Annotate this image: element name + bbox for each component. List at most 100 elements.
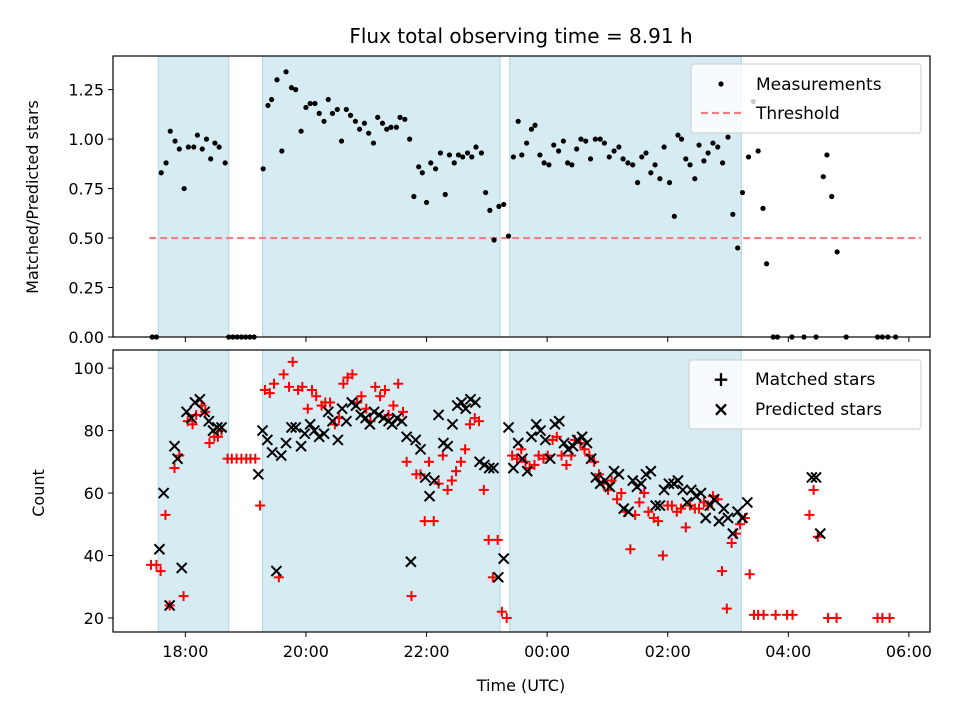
measurement-point xyxy=(551,142,557,148)
predicted-stars-point xyxy=(275,449,287,462)
measurement-point xyxy=(437,150,444,156)
matched-stars-point xyxy=(306,384,317,395)
measurement-point xyxy=(329,110,336,116)
matched-stars-point xyxy=(884,612,895,623)
matched-stars-point xyxy=(634,497,645,508)
measurement-point xyxy=(388,124,394,130)
y-tick-label: 0.00 xyxy=(68,328,104,347)
matched-stars-point xyxy=(255,500,266,511)
matched-stars-point xyxy=(311,391,322,402)
measurement-point xyxy=(719,160,726,166)
predicted-stars-point xyxy=(512,437,524,449)
legend-marker-predicted: × xyxy=(713,397,730,421)
measurement-point xyxy=(643,150,649,156)
matched-stars-point xyxy=(287,356,298,367)
measurement-point xyxy=(587,156,594,162)
x-tick-label: 04:00 xyxy=(765,642,811,661)
measurement-point xyxy=(692,176,698,182)
measurement-point xyxy=(501,201,507,208)
predicted-stars-point xyxy=(590,471,602,484)
predicted-stars-point xyxy=(713,515,725,527)
predicted-stars-point xyxy=(521,465,533,477)
predicted-stars-point xyxy=(318,427,330,440)
measurement-point xyxy=(473,144,479,150)
predicted-stars-point xyxy=(741,496,754,509)
matched-stars-point xyxy=(703,500,714,511)
measurement-point xyxy=(357,126,363,132)
measurement-point xyxy=(397,114,403,120)
predicted-stars-point xyxy=(322,406,334,418)
y-tick-label: 1.25 xyxy=(68,81,104,100)
predicted-stars-point xyxy=(613,468,625,480)
measurement-point xyxy=(411,193,417,200)
predicted-stars-point xyxy=(261,434,274,446)
predicted-stars-point xyxy=(708,493,720,505)
x-tick-label: 20:00 xyxy=(283,642,329,661)
matched-stars-point xyxy=(473,416,484,427)
y-axis-label-ratio: Matched/Predicted stars xyxy=(23,100,42,294)
measurement-point xyxy=(560,138,567,144)
axes-frame xyxy=(112,55,931,338)
measurement-point xyxy=(194,132,201,138)
predicted-stars-point xyxy=(544,452,556,465)
y-tick-label: 100 xyxy=(73,359,104,378)
measurement-point xyxy=(625,160,631,166)
y-tick-label: 20 xyxy=(84,609,104,628)
measurement-point xyxy=(515,118,521,124)
predicted-stars-point xyxy=(498,552,510,565)
measurement-point xyxy=(606,154,612,160)
predicted-stars-point xyxy=(731,506,744,518)
measurement-point xyxy=(283,69,289,75)
measurement-point xyxy=(163,160,169,166)
observing-interval-band xyxy=(262,55,501,338)
predicted-stars-point xyxy=(492,571,504,584)
measurement-point xyxy=(321,118,327,124)
measurement-point xyxy=(546,162,552,168)
observing-interval-band xyxy=(157,349,230,633)
matched-stars-point xyxy=(451,466,462,477)
measurement-point xyxy=(745,154,752,160)
measurement-point xyxy=(683,156,689,162)
matched-stars-point xyxy=(612,494,623,505)
matched-stars-point xyxy=(823,612,834,623)
x-tick-label: 06:00 xyxy=(886,642,932,661)
axes-frame xyxy=(112,349,931,633)
measurement-point xyxy=(216,144,222,150)
legend-marker-measurements xyxy=(718,81,724,87)
measurement-point xyxy=(203,136,210,142)
measurement-point xyxy=(442,191,448,198)
measurement-point xyxy=(524,140,530,146)
matched-stars-point xyxy=(501,612,512,623)
measurement-point xyxy=(316,110,322,116)
measurement-point xyxy=(366,130,372,136)
measurement-point xyxy=(648,170,654,176)
predicted-stars-point xyxy=(553,415,565,427)
predicted-stars-point xyxy=(285,421,298,434)
matched-stars-point xyxy=(716,566,727,577)
measurement-point xyxy=(678,136,685,142)
predicted-stars-point xyxy=(270,565,283,577)
matched-stars-point xyxy=(464,419,475,430)
predicted-stars-point xyxy=(409,434,422,446)
measurement-point xyxy=(705,150,711,156)
measurement-point xyxy=(343,106,349,113)
predicted-stars-point xyxy=(677,484,689,496)
matched-stars-point xyxy=(347,369,358,380)
predicted-stars-point xyxy=(364,418,376,431)
measurement-point xyxy=(666,180,673,186)
predicted-stars-point xyxy=(405,556,417,568)
measurement-point xyxy=(338,138,345,144)
measurement-point xyxy=(167,128,173,134)
measurement-point xyxy=(212,140,218,146)
measurement-point xyxy=(181,185,187,192)
measurement-point xyxy=(578,136,584,142)
predicted-stars-point xyxy=(534,424,547,437)
measurement-point xyxy=(510,154,516,160)
measurement-point xyxy=(583,138,589,144)
measurement-point xyxy=(432,166,439,172)
predicted-stars-point xyxy=(441,440,454,452)
measurement-point xyxy=(505,233,512,239)
matched-stars-point xyxy=(187,419,198,430)
measurement-point xyxy=(657,176,663,182)
measurement-point xyxy=(416,164,422,170)
